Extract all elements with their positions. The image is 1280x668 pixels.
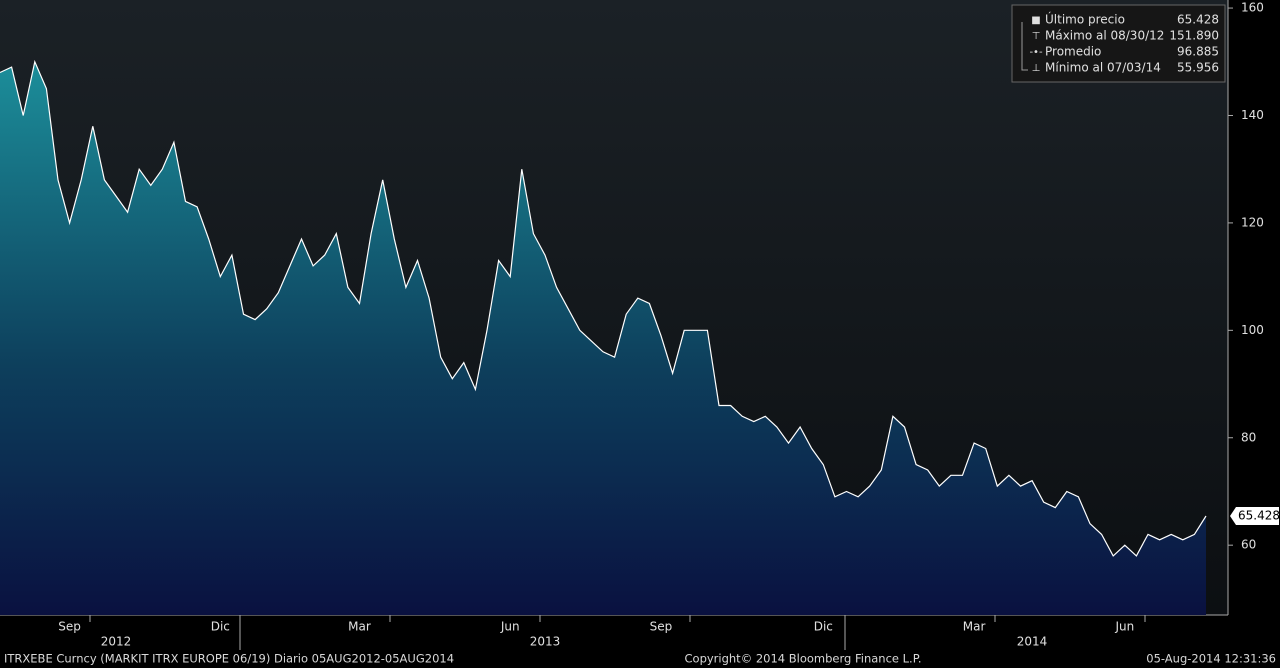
x-tick-label: Jun bbox=[500, 620, 520, 634]
legend-value: 55.956 bbox=[1177, 61, 1219, 75]
year-label: 2014 bbox=[1017, 635, 1048, 649]
month-ticks bbox=[89, 615, 1146, 650]
y-tick-label: 120 bbox=[1241, 215, 1264, 229]
footer-center: Copyright© 2014 Bloomberg Finance L.P. bbox=[685, 652, 922, 666]
legend: ■ Último precio 65.428 ⊤ Máximo al 08/30/12 1… bbox=[1011, 4, 1226, 83]
legend-label: Último precio bbox=[1045, 12, 1125, 27]
legend-value: 96.885 bbox=[1177, 45, 1219, 59]
y-tick-label: 60 bbox=[1241, 538, 1256, 552]
year-label: 2013 bbox=[530, 635, 561, 649]
area-fill bbox=[0, 61, 1206, 616]
x-tick-label: Mar bbox=[963, 620, 986, 634]
footer-left: ITRXEBE Curncy (MARKIT ITRX EUROPE 06/19… bbox=[4, 652, 454, 666]
x-tick-label: Dic bbox=[211, 620, 230, 634]
legend-label: Mínimo al 07/03/14 bbox=[1045, 61, 1161, 75]
y-tick-label: 160 bbox=[1241, 1, 1264, 15]
y-tick-label: 140 bbox=[1241, 108, 1264, 122]
price-tag-label: 65.428 bbox=[1238, 509, 1280, 523]
price-tag bbox=[1230, 507, 1279, 526]
x-tick-label: Mar bbox=[348, 620, 371, 634]
x-tick-label: Sep bbox=[58, 620, 81, 634]
legend-icon: ⊤ bbox=[1032, 31, 1041, 42]
x-tick-label: Dic bbox=[814, 620, 833, 634]
y-tick-label: 100 bbox=[1241, 323, 1264, 337]
legend-icon: ⊥ bbox=[1032, 63, 1041, 74]
year-label: 2012 bbox=[101, 635, 132, 649]
legend-value: 151.890 bbox=[1169, 29, 1219, 43]
legend-label: Promedio bbox=[1045, 45, 1101, 59]
legend-box bbox=[1011, 4, 1226, 83]
legend-icon: ■ bbox=[1031, 15, 1040, 26]
legend-value: 65.428 bbox=[1177, 13, 1219, 27]
x-tick-label: Sep bbox=[650, 620, 673, 634]
legend-label: Máximo al 08/30/12 bbox=[1045, 29, 1164, 43]
price-line bbox=[0, 59, 1207, 557]
legend-bracket bbox=[1021, 22, 1028, 71]
y-tick-label: 80 bbox=[1241, 430, 1256, 444]
x-tick-label: Jun bbox=[1114, 620, 1134, 634]
footer-right: 05-Aug-2014 12:31:36 bbox=[1146, 652, 1276, 666]
legend-icon: -•- bbox=[1029, 47, 1043, 58]
